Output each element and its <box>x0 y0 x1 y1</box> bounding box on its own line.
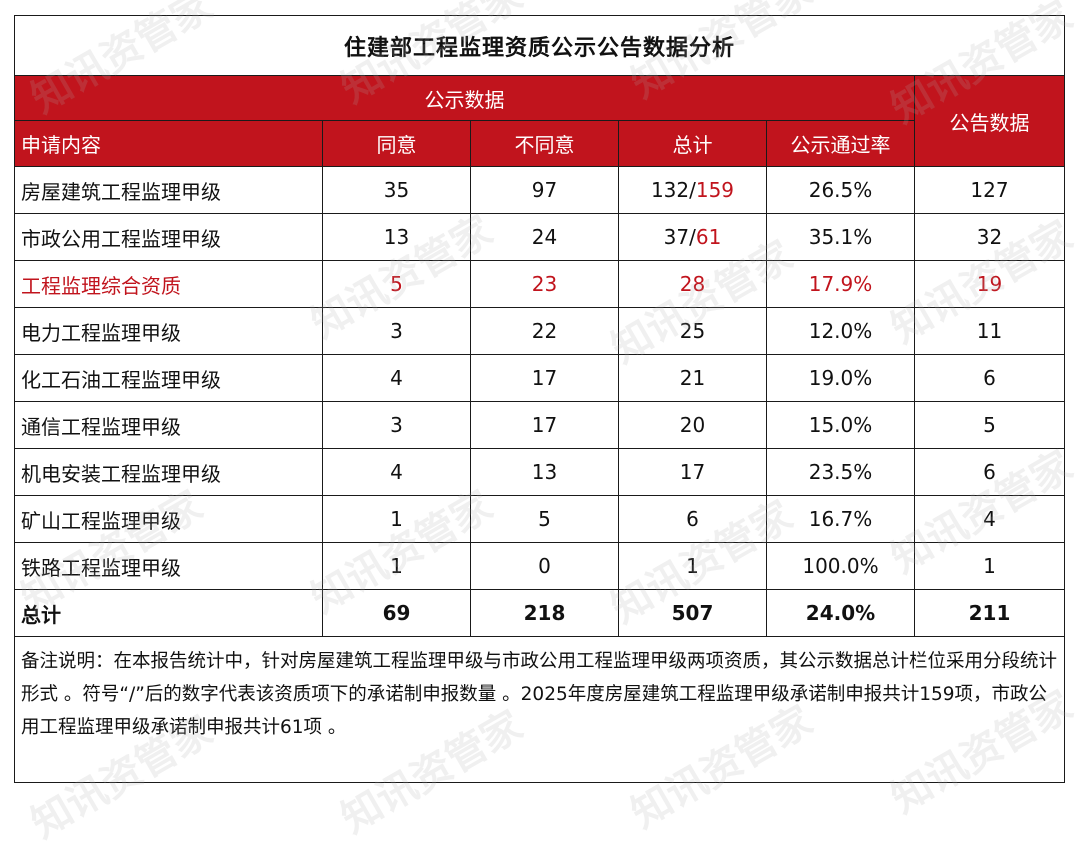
header-disagree: 不同意 <box>470 120 619 167</box>
table-row: 通信工程监理甲级 3 17 20 15.0% 5 <box>14 401 1066 449</box>
row-disagree: 13 <box>470 448 619 496</box>
row-total-main: 21 <box>679 366 706 390</box>
row-announce: 5 <box>913 401 1066 449</box>
row-total-commitment: 61 <box>695 225 722 249</box>
row-item: 矿山工程监理甲级 <box>14 495 323 543</box>
row-rate: 15.0% <box>766 401 915 449</box>
row-total: 20 <box>618 401 767 449</box>
row-item: 化工石油工程监理甲级 <box>14 354 323 402</box>
row-total-main: 28 <box>679 272 706 296</box>
totals-announce: 211 <box>913 589 1066 637</box>
table-row: 化工石油工程监理甲级 4 17 21 19.0% 6 <box>14 354 1066 402</box>
qualification-table: 住建部工程监理资质公示公告数据分析 公示数据 公告数据 申请内容 同意 不同意 … <box>13 15 1066 783</box>
row-total-main: 37/ <box>663 225 696 249</box>
row-item: 电力工程监理甲级 <box>14 307 323 355</box>
row-agree: 5 <box>322 260 471 308</box>
row-total-main: 132/ <box>650 178 696 202</box>
row-announce: 4 <box>913 495 1066 543</box>
header-announcement: 公告数据 <box>913 75 1066 167</box>
row-total: 37/61 <box>618 213 767 261</box>
row-total-main: 6 <box>686 507 699 531</box>
row-total: 21 <box>618 354 767 402</box>
row-agree: 4 <box>322 354 471 402</box>
row-rate: 19.0% <box>766 354 915 402</box>
totals-disagree: 218 <box>470 589 619 637</box>
header-item: 申请内容 <box>14 120 323 167</box>
table-row: 房屋建筑工程监理甲级 35 97 132/159 26.5% 127 <box>14 166 1066 214</box>
row-total: 17 <box>618 448 767 496</box>
table-row: 市政公用工程监理甲级 13 24 37/61 35.1% 32 <box>14 213 1066 261</box>
row-agree: 1 <box>322 542 471 590</box>
totals-total: 507 <box>618 589 767 637</box>
row-item: 房屋建筑工程监理甲级 <box>14 166 323 214</box>
header-agree: 同意 <box>322 120 471 167</box>
row-rate: 17.9% <box>766 260 915 308</box>
table-row: 电力工程监理甲级 3 22 25 12.0% 11 <box>14 307 1066 355</box>
row-agree: 13 <box>322 213 471 261</box>
row-announce: 6 <box>913 354 1066 402</box>
totals-rate: 24.0% <box>766 589 915 637</box>
row-rate: 35.1% <box>766 213 915 261</box>
row-announce: 19 <box>913 260 1066 308</box>
row-total-main: 1 <box>686 554 699 578</box>
row-disagree: 23 <box>470 260 619 308</box>
row-agree: 3 <box>322 401 471 449</box>
table-row: 铁路工程监理甲级 1 0 1 100.0% 1 <box>14 542 1066 590</box>
row-item: 市政公用工程监理甲级 <box>14 213 323 261</box>
row-total-main: 17 <box>679 460 706 484</box>
row-announce: 11 <box>913 307 1066 355</box>
row-rate: 100.0% <box>766 542 915 590</box>
row-announce: 127 <box>913 166 1066 214</box>
row-rate: 26.5% <box>766 166 915 214</box>
row-total-commitment: 159 <box>695 178 735 202</box>
header-total: 总计 <box>618 120 767 167</box>
row-disagree: 22 <box>470 307 619 355</box>
row-announce: 1 <box>913 542 1066 590</box>
row-agree: 1 <box>322 495 471 543</box>
row-total: 132/159 <box>618 166 767 214</box>
row-total-main: 25 <box>679 319 706 343</box>
row-agree: 3 <box>322 307 471 355</box>
row-item: 机电安装工程监理甲级 <box>14 448 323 496</box>
row-total: 6 <box>618 495 767 543</box>
row-disagree: 97 <box>470 166 619 214</box>
totals-agree: 69 <box>322 589 471 637</box>
row-disagree: 17 <box>470 354 619 402</box>
row-item: 工程监理综合资质 <box>14 260 323 308</box>
row-disagree: 0 <box>470 542 619 590</box>
row-rate: 12.0% <box>766 307 915 355</box>
row-agree: 4 <box>322 448 471 496</box>
row-rate: 16.7% <box>766 495 915 543</box>
row-item: 通信工程监理甲级 <box>14 401 323 449</box>
header-publicity-group: 公示数据 <box>14 75 915 121</box>
totals-label: 总计 <box>14 589 323 637</box>
row-announce: 32 <box>913 213 1066 261</box>
row-total: 1 <box>618 542 767 590</box>
table-row: 工程监理综合资质 5 23 28 17.9% 19 <box>14 260 1066 308</box>
row-total: 28 <box>618 260 767 308</box>
note-text: 备注说明：在本报告统计中，针对房屋建筑工程监理甲级与市政公用工程监理甲级两项资质… <box>13 636 1066 783</box>
row-rate: 23.5% <box>766 448 915 496</box>
table-row: 机电安装工程监理甲级 4 13 17 23.5% 6 <box>14 448 1066 496</box>
header-rate: 公示通过率 <box>766 120 915 167</box>
row-disagree: 17 <box>470 401 619 449</box>
row-disagree: 24 <box>470 213 619 261</box>
table-row: 矿山工程监理甲级 1 5 6 16.7% 4 <box>14 495 1066 543</box>
row-disagree: 5 <box>470 495 619 543</box>
row-total-main: 20 <box>679 413 706 437</box>
table-title: 住建部工程监理资质公示公告数据分析 <box>13 15 1066 76</box>
row-item: 铁路工程监理甲级 <box>14 542 323 590</box>
row-total: 25 <box>618 307 767 355</box>
row-agree: 35 <box>322 166 471 214</box>
row-announce: 6 <box>913 448 1066 496</box>
